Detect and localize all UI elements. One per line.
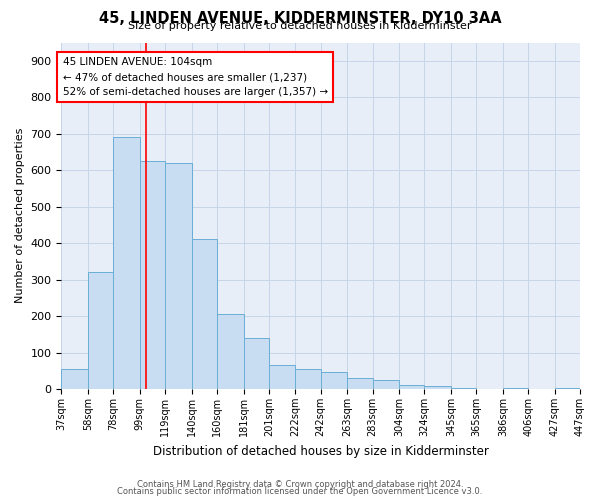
Text: 45 LINDEN AVENUE: 104sqm
← 47% of detached houses are smaller (1,237)
52% of sem: 45 LINDEN AVENUE: 104sqm ← 47% of detach…: [62, 58, 328, 97]
Bar: [347, 378, 373, 389]
Bar: [191, 240, 217, 389]
Bar: [244, 338, 269, 389]
Bar: [113, 138, 140, 389]
Bar: [373, 380, 399, 389]
Text: Contains public sector information licensed under the Open Government Licence v3: Contains public sector information licen…: [118, 487, 482, 496]
Bar: [61, 369, 88, 389]
Text: 45, LINDEN AVENUE, KIDDERMINSTER, DY10 3AA: 45, LINDEN AVENUE, KIDDERMINSTER, DY10 3…: [98, 11, 502, 26]
Bar: [140, 161, 165, 389]
Bar: [451, 388, 476, 389]
Bar: [424, 386, 451, 389]
Bar: [217, 314, 244, 389]
Bar: [295, 369, 321, 389]
X-axis label: Distribution of detached houses by size in Kidderminster: Distribution of detached houses by size …: [153, 444, 488, 458]
Bar: [269, 366, 295, 389]
Text: Contains HM Land Registry data © Crown copyright and database right 2024.: Contains HM Land Registry data © Crown c…: [137, 480, 463, 489]
Bar: [321, 372, 347, 389]
Bar: [399, 384, 424, 389]
Bar: [555, 388, 580, 389]
Y-axis label: Number of detached properties: Number of detached properties: [15, 128, 25, 304]
Bar: [88, 272, 113, 389]
Bar: [165, 163, 191, 389]
Bar: [503, 388, 528, 389]
Text: Size of property relative to detached houses in Kidderminster: Size of property relative to detached ho…: [128, 21, 472, 31]
